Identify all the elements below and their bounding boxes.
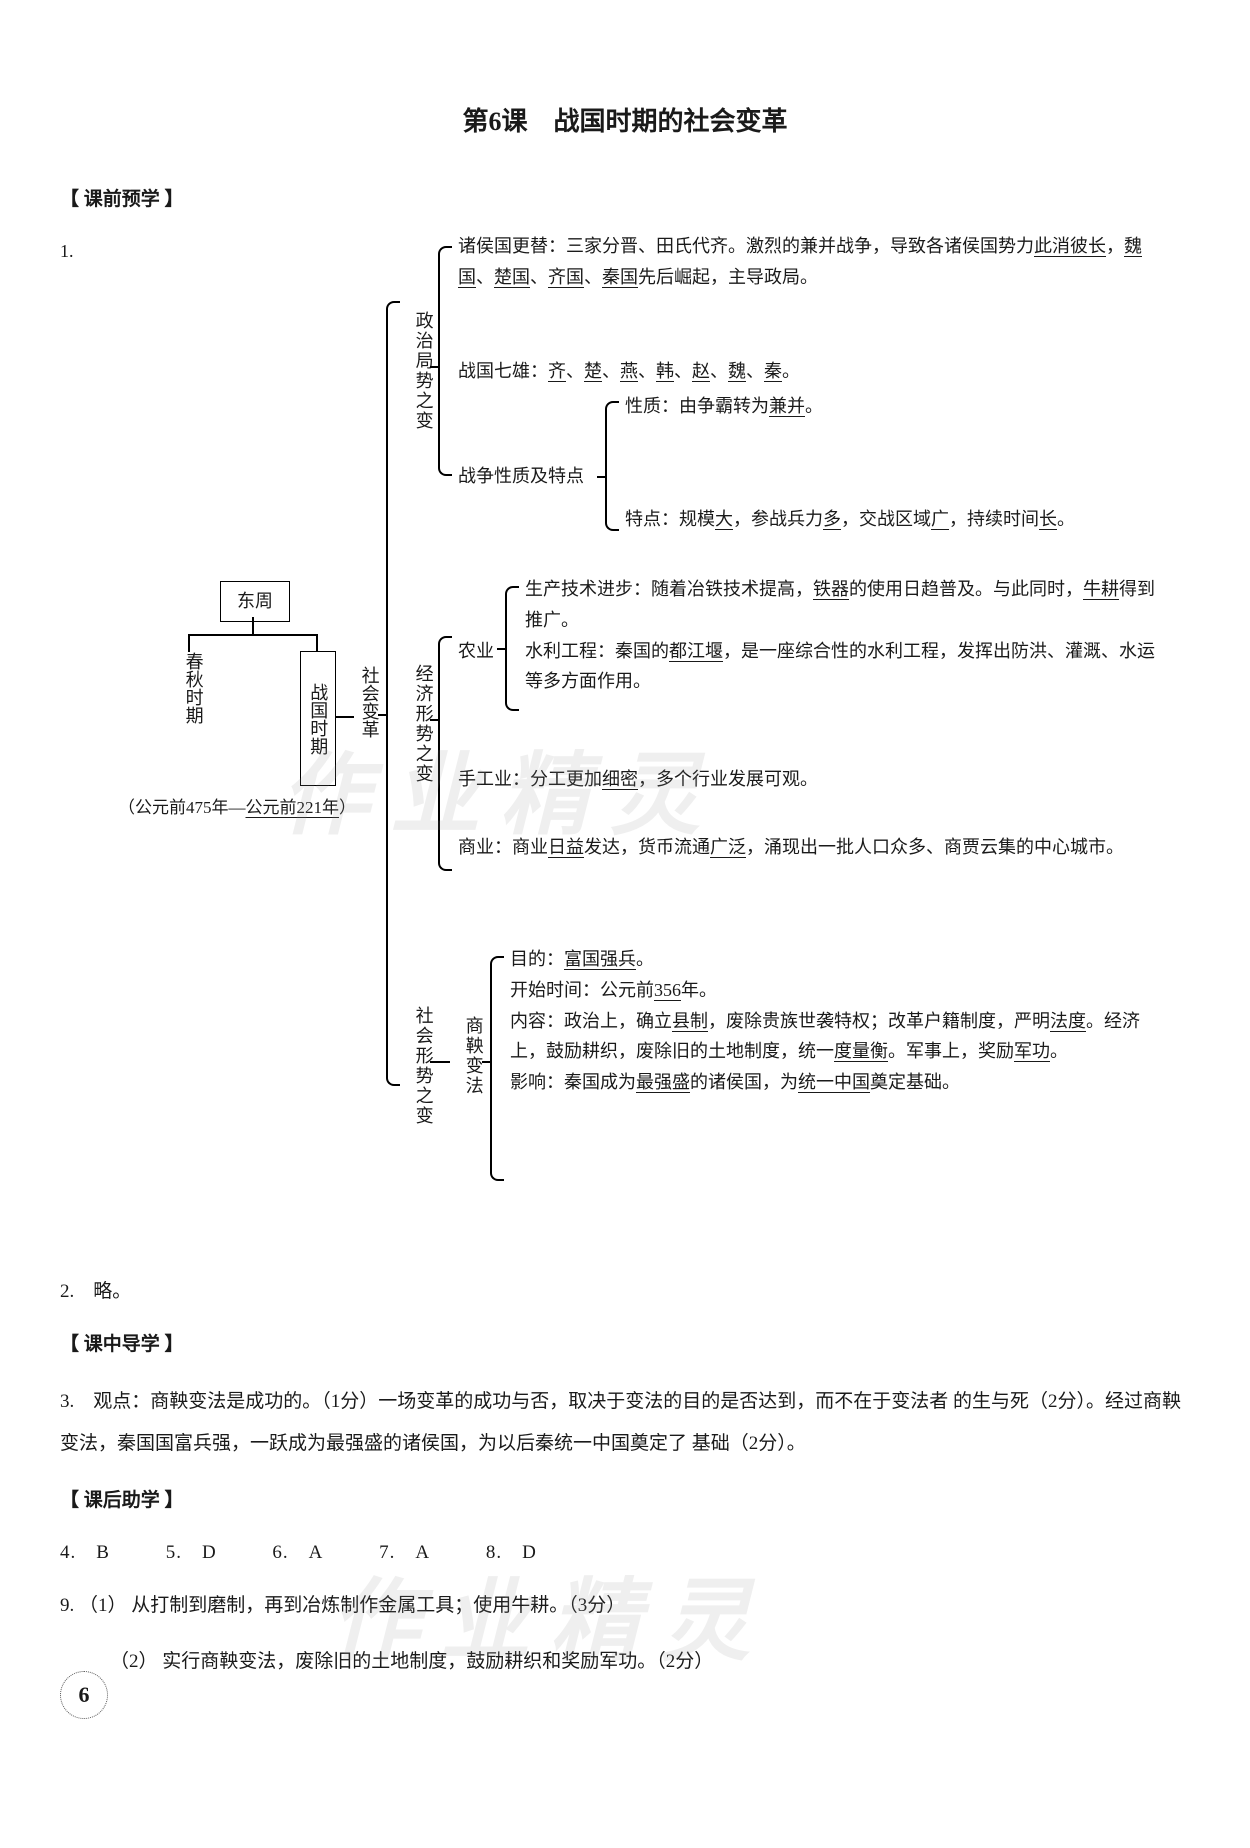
commerce-text: 商业：商业日益发达，货币流通广泛，涌现出一批人口众多、商贾云集的中心城市。 bbox=[458, 832, 1158, 863]
shang-yang-label: 商鞅变法 bbox=[458, 1016, 489, 1096]
agri-bracket bbox=[505, 586, 519, 711]
connector bbox=[430, 1061, 450, 1063]
social-change-label: 社会变革 bbox=[354, 666, 385, 738]
politics-text-2: 战国七雄：齐、楚、燕、韩、赵、魏、秦。 bbox=[458, 356, 1158, 387]
page-number: 6 bbox=[60, 1671, 108, 1719]
politics-text-1: 诸侯国更替：三家分晋、田氏代齐。激烈的兼并战争，导致各诸侯国势力此消彼长，魏国、… bbox=[458, 231, 1158, 292]
main-bracket bbox=[386, 301, 400, 1086]
mc-answers: 4. B 5. D 6. A 7. A 8. D bbox=[60, 1537, 1190, 1569]
section-in-class: 【 课中导学 】 bbox=[60, 1329, 1190, 1361]
q4-answer: 4. B bbox=[60, 1542, 110, 1563]
q1-number: 1. bbox=[60, 236, 74, 267]
q6-answer: 6. A bbox=[272, 1542, 323, 1563]
war-bracket bbox=[605, 401, 619, 531]
q9-container: 9. （1） 从打制到磨制，再到冶炼制作金属工具；使用牛耕。（3分） （2） 实… bbox=[60, 1585, 1190, 1683]
connector bbox=[188, 634, 190, 652]
politics-label: 政治局势之变 bbox=[408, 311, 439, 431]
connector bbox=[378, 714, 386, 716]
connector bbox=[482, 1061, 490, 1063]
agri-label: 农业 bbox=[458, 636, 494, 667]
connector bbox=[188, 634, 318, 636]
section-post-class: 【 课后助学 】 bbox=[60, 1485, 1190, 1517]
q9-number: 9. bbox=[60, 1595, 74, 1616]
connector bbox=[316, 634, 318, 652]
warring-states-box: 战国时期 bbox=[300, 651, 336, 786]
dates-text: （公元前475年—公元前221年） bbox=[118, 794, 356, 823]
q9-part1: （1） 从打制到磨制，再到冶炼制作金属工具；使用牛耕。（3分） bbox=[79, 1595, 625, 1616]
connector bbox=[336, 716, 354, 718]
connector bbox=[597, 476, 605, 478]
war-nature-label: 战争性质及特点 bbox=[458, 461, 598, 492]
q8-answer: 8. D bbox=[486, 1542, 537, 1563]
war-feature-text: 特点：规模大，参战兵力多，交战区域广，持续时间长。 bbox=[625, 504, 1145, 535]
spring-autumn-label: 春秋时期 bbox=[178, 652, 209, 762]
economy-bracket bbox=[438, 636, 452, 871]
connector bbox=[430, 366, 438, 368]
q9-part2: （2） 实行商鞅变法，废除旧的土地制度，鼓励耕织和奖励军功。（2分） bbox=[110, 1641, 1190, 1683]
society-label: 社会形势之变 bbox=[408, 1006, 439, 1126]
economy-label: 经济形势之变 bbox=[408, 664, 439, 784]
section-pre-study: 【 课前预学 】 bbox=[60, 184, 1190, 216]
q7-answer: 7. A bbox=[379, 1542, 430, 1563]
war-nature-text: 性质：由争霸转为兼并。 bbox=[625, 391, 1145, 422]
lesson-title: 第6课 战国时期的社会变革 bbox=[60, 100, 1190, 144]
q2-text: 2. 略。 bbox=[60, 1276, 1190, 1308]
shang-yang-bracket bbox=[490, 956, 504, 1181]
diagram-container: 1. 东周 春秋时期 战国时期 （公元前475年—公元前221年） 社会变革 政… bbox=[60, 236, 1190, 1246]
shang-yang-text: 目的：富国强兵。开始时间：公元前356年。内容：政治上，确立县制，废除贵族世袭特… bbox=[510, 944, 1170, 1097]
q5-answer: 5. D bbox=[166, 1542, 217, 1563]
connector bbox=[497, 648, 505, 650]
politics-bracket bbox=[438, 246, 452, 476]
connector bbox=[430, 719, 438, 721]
q3-text: 3. 观点：商鞅变法是成功的。（1分）一场变革的成功与否，取决于变法的目的是否达… bbox=[60, 1381, 1190, 1465]
handicraft-text: 手工业：分工更加细密，多个行业发展可观。 bbox=[458, 764, 1158, 795]
agri-text: 生产技术进步：随着冶铁技术提高，铁器的使用日趋普及。与此同时，牛耕得到推广。水利… bbox=[525, 574, 1165, 696]
east-zhou-box: 东周 bbox=[220, 581, 290, 622]
connector bbox=[252, 617, 254, 635]
